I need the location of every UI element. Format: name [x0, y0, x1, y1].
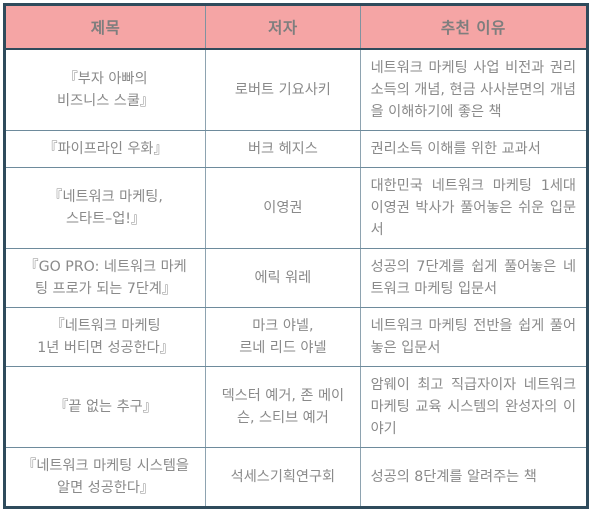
cell-title: 『네트워크 마케팅 1년 버티면 성공한다』: [4, 307, 207, 367]
cell-author: 석세스기획연구회: [205, 447, 361, 508]
cell-reason: 성공의 8단계를 알려주는 책: [360, 447, 588, 508]
title-line: 스타트–업!』: [65, 211, 146, 227]
cell-reason: 암웨이 최고 직급자이자 네트워크 마케팅 교육 시스템의 완성자의 이야기: [360, 366, 588, 448]
author-line: 석세스기획연구회: [230, 469, 336, 485]
table-row: 『네트워크 마케팅 1년 버티면 성공한다』 마크 야넬, 르네 리드 야넬 네…: [4, 307, 588, 367]
table-row: 『GO PRO: 네트워크 마케 팅 프로가 되는 7단계』 에릭 워레 성공의…: [4, 248, 588, 308]
cell-reason: 네트워크 마케팅 사업 비전과 권리소득의 개념, 현금 사사분면의 개념을 이…: [360, 49, 588, 131]
table-row: 『네트워크 마케팅, 스타트–업!』 이영권 대한민국 네트워크 마케팅 1세대…: [4, 167, 588, 249]
title-line: 팅 프로가 되는 7단계』: [34, 281, 177, 297]
title-line: 『GO PRO: 네트워크 마케: [24, 259, 187, 275]
cell-author: 이영권: [205, 167, 361, 249]
cell-reason: 네트워크 마케팅 전반을 쉽게 풀어놓은 입문서: [360, 307, 588, 367]
author-line: 덱스터 예거, 존 메이: [221, 388, 345, 404]
column-header-author: 저자: [205, 4, 361, 50]
cell-title: 『파이프라인 우화』: [4, 130, 207, 168]
cell-title: 『네트워크 마케팅 시스템을 알면 성공한다』: [4, 447, 207, 508]
cell-author: 로버트 기요사키: [205, 49, 361, 131]
book-recommendation-table: 제목 저자 추천 이유 『부자 아빠의 비즈니스 스쿨』 로버트 기요사키 네트…: [3, 3, 589, 509]
cell-reason: 성공의 7단계를 쉽게 풀어놓은 네트워크 마케팅 입문서: [360, 248, 588, 308]
title-line: 『네트워크 마케팅: [50, 318, 161, 334]
author-line: 에릭 워레: [254, 270, 312, 286]
title-line: 『파이프라인 우화』: [43, 141, 168, 157]
title-line: 『네트워크 마케팅,: [48, 189, 163, 205]
table-header: 제목 저자 추천 이유: [4, 4, 588, 50]
title-line: 알면 성공한다』: [57, 480, 155, 496]
cell-author: 버크 헤지스: [205, 130, 361, 168]
table-row: 『네트워크 마케팅 시스템을 알면 성공한다』 석세스기획연구회 성공의 8단계…: [4, 447, 588, 508]
title-line: 1년 버티면 성공한다』: [37, 340, 174, 356]
title-line: 『부자 아빠의: [63, 71, 148, 87]
column-header-reason: 추천 이유: [360, 4, 588, 50]
cell-author: 덱스터 예거, 존 메이 슨, 스티브 예거: [205, 366, 361, 448]
author-line: 버크 헤지스: [247, 141, 318, 157]
cell-title: 『GO PRO: 네트워크 마케 팅 프로가 되는 7단계』: [4, 248, 207, 308]
table-row: 『끝 없는 추구』 덱스터 예거, 존 메이 슨, 스티브 예거 암웨이 최고 …: [4, 366, 588, 448]
header-row: 제목 저자 추천 이유: [4, 4, 588, 50]
table-body: 『부자 아빠의 비즈니스 스쿨』 로버트 기요사키 네트워크 마케팅 사업 비전…: [4, 49, 588, 508]
column-header-title: 제목: [4, 4, 207, 50]
author-line: 로버트 기요사키: [234, 82, 331, 98]
title-line: 『네트워크 마케팅 시스템을: [22, 458, 189, 474]
cell-reason: 대한민국 네트워크 마케팅 1세대 이영권 박사가 풀어놓은 쉬운 입문서: [360, 167, 588, 249]
title-line: 비즈니스 스쿨』: [57, 93, 155, 109]
author-line: 슨, 스티브 예거: [236, 410, 329, 426]
cell-author: 에릭 워레: [205, 248, 361, 308]
cell-author: 마크 야넬, 르네 리드 야넬: [205, 307, 361, 367]
author-line: 이영권: [263, 200, 303, 216]
author-line: 르네 리드 야넬: [239, 340, 327, 356]
table-row: 『부자 아빠의 비즈니스 스쿨』 로버트 기요사키 네트워크 마케팅 사업 비전…: [4, 49, 588, 131]
cell-reason: 권리소득 이해를 위한 교과서: [360, 130, 588, 168]
cell-title: 『네트워크 마케팅, 스타트–업!』: [4, 167, 207, 249]
title-line: 『끝 없는 추구』: [54, 399, 157, 415]
cell-title: 『부자 아빠의 비즈니스 스쿨』: [4, 49, 207, 131]
table-row: 『파이프라인 우화』 버크 헤지스 권리소득 이해를 위한 교과서: [4, 130, 588, 168]
author-line: 마크 야넬,: [252, 318, 314, 334]
cell-title: 『끝 없는 추구』: [4, 366, 207, 448]
